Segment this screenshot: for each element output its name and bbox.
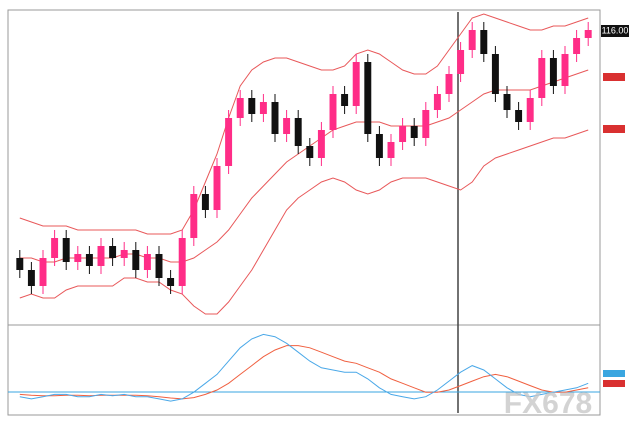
- band-tag: [603, 73, 625, 81]
- candle-body: [190, 194, 198, 238]
- candle-body: [306, 146, 314, 158]
- candle-body: [422, 110, 430, 138]
- candle-body: [74, 254, 82, 262]
- candle-body: [573, 38, 581, 54]
- candle-body: [143, 254, 151, 270]
- candle-body: [85, 254, 93, 266]
- candle-body: [294, 118, 302, 146]
- candle-body: [120, 250, 128, 258]
- candle-body: [491, 54, 499, 94]
- candle-body: [201, 194, 209, 210]
- candle-body: [178, 238, 186, 286]
- candle-body: [549, 58, 557, 86]
- candle-body: [584, 30, 592, 38]
- candle-body: [515, 110, 523, 122]
- candle-body: [410, 126, 418, 138]
- candle-body: [236, 98, 244, 118]
- candle-body: [503, 94, 511, 110]
- candle-body: [16, 258, 24, 270]
- candle-body: [271, 102, 279, 134]
- band-tag: [603, 125, 625, 133]
- candle-body: [341, 94, 349, 106]
- candle-body: [213, 166, 221, 210]
- candle-body: [387, 142, 395, 158]
- candle-body: [259, 102, 267, 114]
- plot-frame: [7, 9, 601, 416]
- candle-body: [283, 118, 291, 134]
- bollinger-band: [19, 13, 589, 235]
- candle-body: [97, 246, 105, 266]
- candle-body: [62, 238, 70, 262]
- candle-body: [433, 94, 441, 110]
- candle-body: [480, 30, 488, 54]
- candle-body: [39, 258, 47, 286]
- macd-main: [19, 333, 589, 402]
- watermark: FX678: [504, 387, 592, 420]
- candle-body: [132, 250, 140, 270]
- candle-body: [225, 118, 233, 166]
- candle-body: [317, 130, 325, 158]
- candle-body: [167, 278, 175, 286]
- candle-body: [399, 126, 407, 142]
- candle-body: [329, 94, 337, 130]
- price-tag: [601, 25, 629, 37]
- candle-body: [375, 134, 383, 158]
- candle-body: [538, 58, 546, 98]
- candle-body: [526, 98, 534, 122]
- candle-body: [248, 98, 256, 114]
- candle-body: [155, 254, 163, 278]
- macd-tag: [603, 370, 625, 377]
- candle-body: [352, 62, 360, 106]
- candle-body: [561, 54, 569, 86]
- candle-body: [364, 62, 372, 134]
- bollinger-band: [19, 129, 589, 315]
- candle-body: [27, 270, 35, 286]
- price-label: 116.00: [602, 25, 629, 35]
- candle-body: [445, 74, 453, 94]
- candle-body: [457, 50, 465, 74]
- macd-tag: [603, 380, 625, 387]
- candle-body: [468, 30, 476, 50]
- candle-body: [109, 246, 117, 258]
- candle-body: [51, 238, 59, 258]
